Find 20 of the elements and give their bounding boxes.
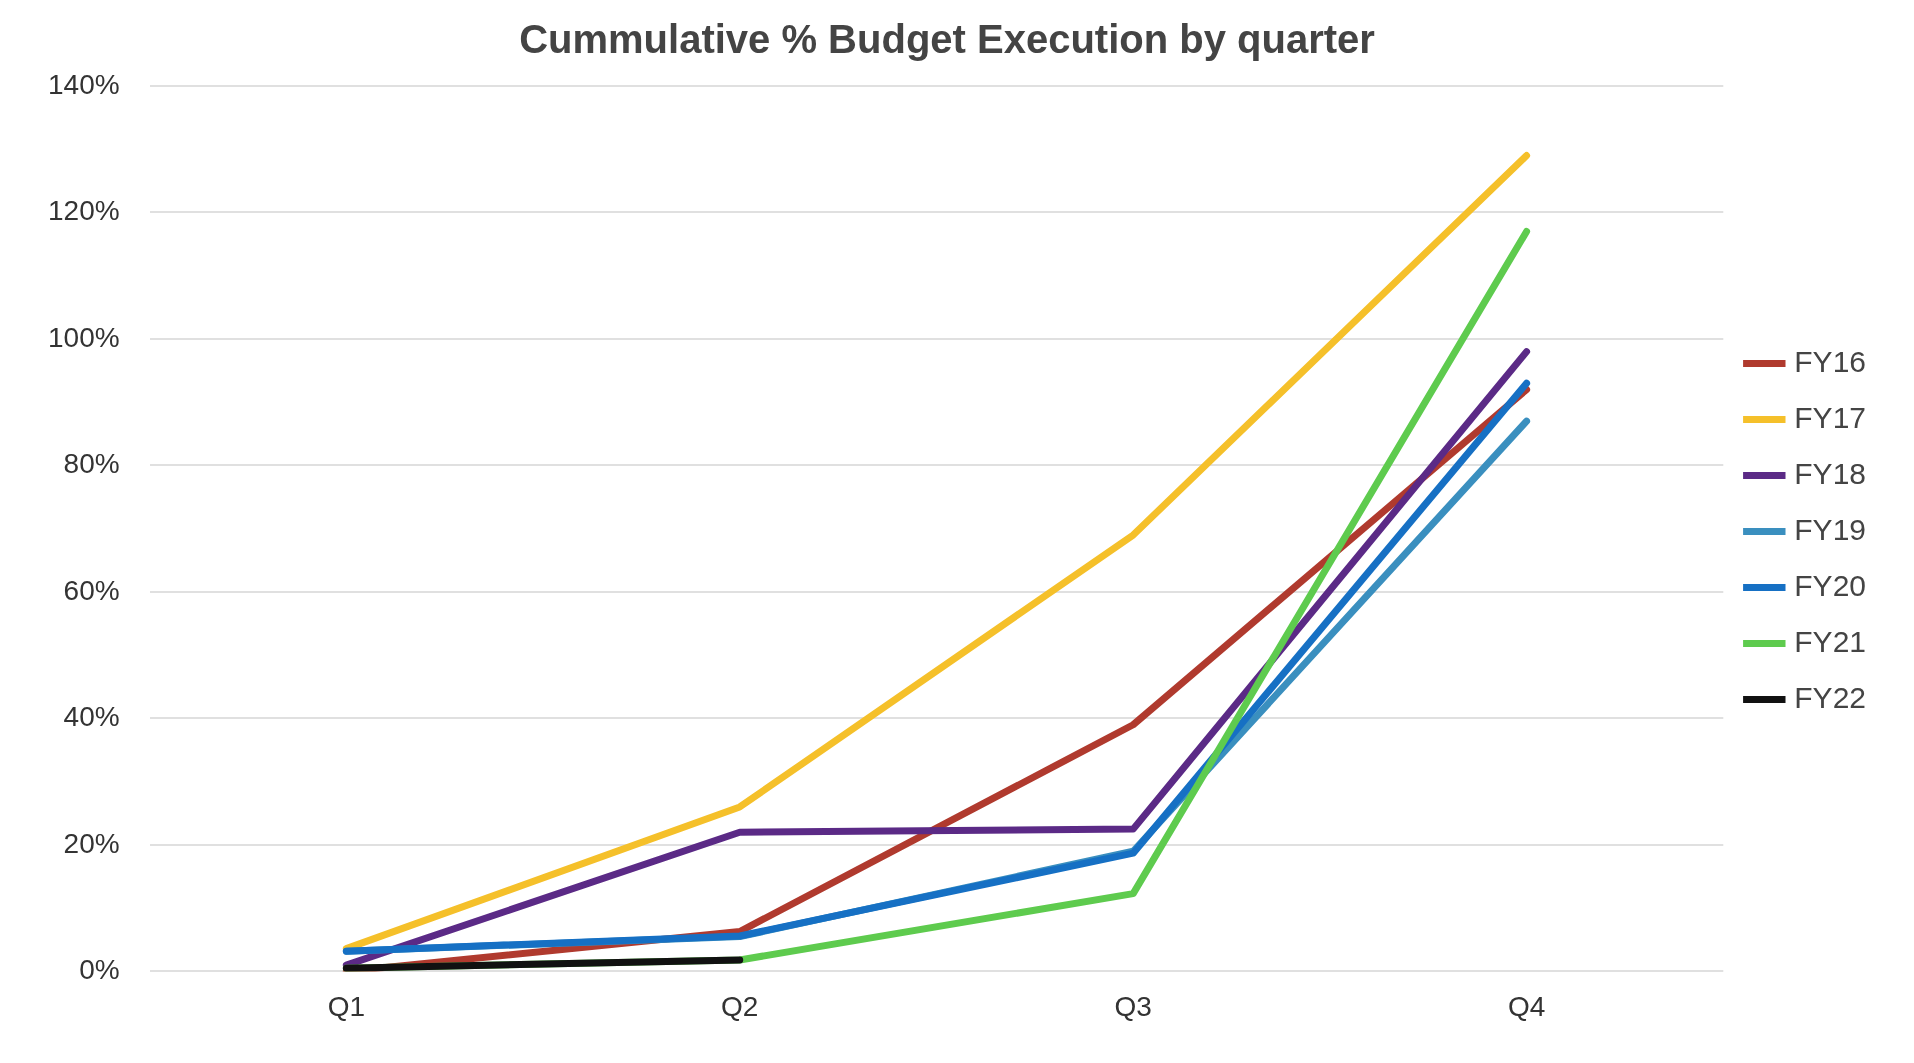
legend-label: FY19 bbox=[1794, 512, 1867, 546]
y-tick-label: 40% bbox=[63, 701, 120, 733]
chart-title: Cummulative % Budget Execution by quarter bbox=[519, 17, 1375, 62]
y-tick-label: 80% bbox=[63, 448, 120, 480]
y-tick-label: 100% bbox=[47, 321, 120, 353]
legend-label: FY22 bbox=[1794, 680, 1867, 714]
x-tick-label: Q1 bbox=[327, 990, 365, 1022]
legend-label: FY21 bbox=[1794, 624, 1867, 658]
legend-label: FY18 bbox=[1794, 456, 1867, 490]
legend-label: FY17 bbox=[1794, 400, 1867, 434]
legend-label: FY20 bbox=[1794, 568, 1867, 602]
x-tick-label: Q2 bbox=[721, 990, 759, 1022]
y-tick-label: 20% bbox=[63, 827, 120, 859]
y-tick-label: 0% bbox=[79, 954, 120, 986]
legend-label: FY16 bbox=[1794, 344, 1867, 378]
x-tick-label: Q4 bbox=[1507, 990, 1546, 1022]
y-tick-label: 140% bbox=[47, 68, 120, 100]
y-tick-label: 120% bbox=[47, 195, 120, 227]
y-tick-label: 60% bbox=[63, 574, 120, 606]
x-tick-label: Q3 bbox=[1114, 990, 1152, 1022]
